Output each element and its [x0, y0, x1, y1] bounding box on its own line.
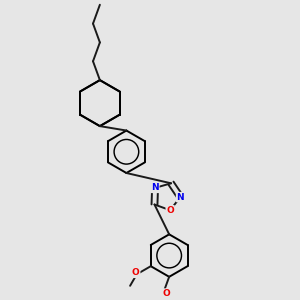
Text: O: O [166, 206, 174, 215]
Text: O: O [132, 268, 140, 277]
Text: N: N [177, 193, 184, 202]
Text: O: O [163, 289, 170, 298]
Text: N: N [151, 183, 159, 192]
